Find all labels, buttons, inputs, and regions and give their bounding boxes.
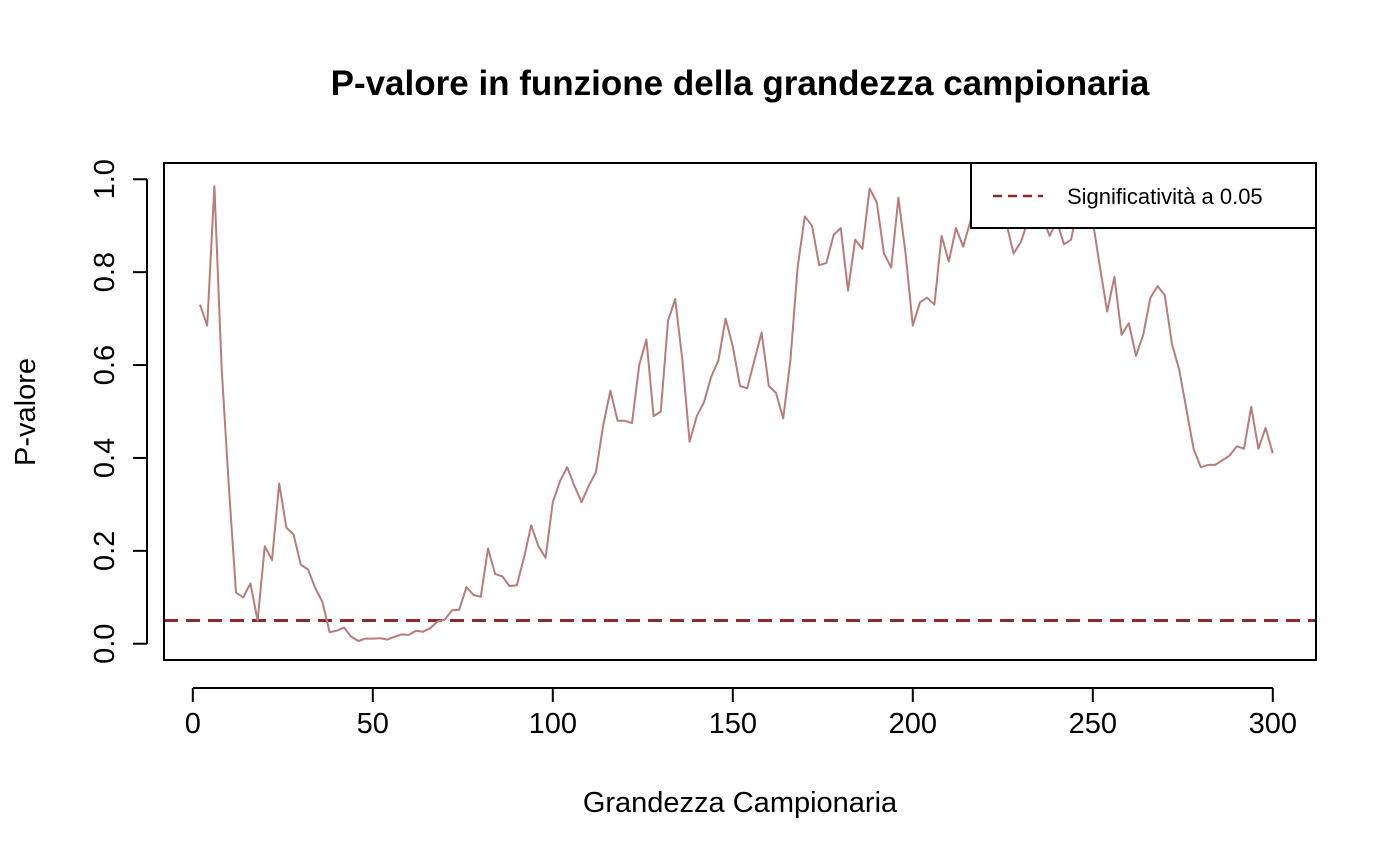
x-tick-label: 250 — [1069, 708, 1117, 740]
x-tick-label: 300 — [1249, 708, 1297, 740]
x-tick-label: 150 — [709, 708, 757, 740]
y-tick-label: 0.0 — [89, 624, 121, 664]
y-tick-label: 0.6 — [89, 345, 121, 385]
legend: Significatività a 0.05 — [970, 162, 1317, 229]
plot-area — [164, 185, 1316, 642]
p-value-series-line — [199, 185, 1274, 642]
chart-title: P-valore in funzione della grandezza cam… — [331, 64, 1150, 103]
y-tick-label: 1.0 — [89, 159, 121, 199]
legend-label: Significatività a 0.05 — [1067, 184, 1263, 209]
x-tick-label: 0 — [185, 708, 201, 740]
y-axis-label: P-valore — [10, 358, 42, 466]
y-tick-label: 0.4 — [89, 438, 121, 478]
x-tick-label: 50 — [357, 708, 389, 740]
x-tick-label: 200 — [889, 708, 937, 740]
x-axis: 0 50 100 150 200 250 300 — [185, 687, 1297, 740]
x-axis-label: Grandezza Campionaria — [583, 787, 898, 819]
y-tick-label: 0.8 — [89, 252, 121, 292]
y-axis: 0.0 0.2 0.4 0.6 0.8 1.0 — [89, 159, 148, 664]
x-tick-label: 100 — [529, 708, 577, 740]
plot-frame — [163, 162, 1317, 661]
y-tick-label: 0.2 — [89, 531, 121, 571]
